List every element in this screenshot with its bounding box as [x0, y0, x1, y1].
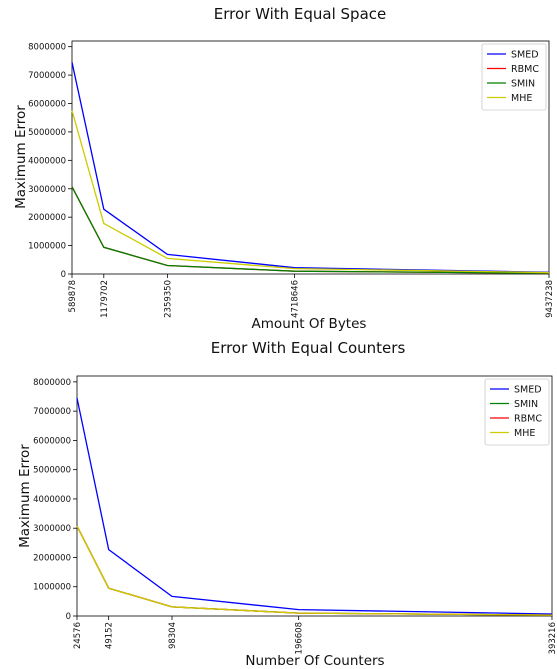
y-tick-label: 4000000 — [28, 156, 66, 166]
legend-label-smed: SMED — [511, 50, 539, 61]
legend-label-mhe: MHE — [511, 93, 532, 104]
chart-2-y-axis: 0 1000000 2000000 3000000 4000000 5000000 6000… — [33, 378, 77, 622]
y-tick-label: 8000000 — [28, 43, 66, 53]
y-tick-label: 4000000 — [33, 495, 71, 505]
chart-2: Error With Equal Counters Number Of Coun… — [17, 339, 557, 669]
x-tick-label: 9437238 — [545, 280, 555, 318]
chart-1-plot-frame — [71, 40, 550, 275]
series-line-smed — [76, 397, 553, 615]
legend-label-rbmc: RBMC — [514, 414, 542, 425]
x-tick-label: 24576 — [73, 622, 83, 649]
y-tick-label: 0 — [61, 270, 66, 280]
y-tick-label: 6000000 — [33, 436, 71, 446]
y-tick-label: 5000000 — [28, 128, 66, 138]
x-tick-label: 4718646 — [291, 280, 301, 318]
y-tick-label: 3000000 — [33, 524, 71, 534]
y-tick-label: 1000000 — [28, 242, 66, 252]
chart-1-title: Error With Equal Space — [214, 5, 387, 23]
chart-1-y-axis: 0 1000000 2000000 3000000 4000000 5000000 6000… — [28, 43, 72, 280]
y-tick-label: 0 — [66, 612, 71, 622]
chart-1: Error With Equal Space Amount Of Bytes M… — [13, 5, 555, 332]
chart-1-legend: SMED RBMC SMIN MHE — [481, 43, 547, 111]
legend-box — [481, 43, 547, 111]
legend-label-mhe: MHE — [514, 428, 535, 439]
x-tick-label: 1179702 — [100, 280, 110, 318]
x-tick-label: 196608 — [295, 622, 305, 654]
legend-label-smed: SMED — [514, 385, 542, 396]
chart-2-legend: SMED SMIN RBMC MHE — [484, 378, 550, 446]
chart-2-x-axis-label: Number Of Counters — [245, 653, 384, 669]
y-tick-label: 1000000 — [33, 583, 71, 593]
x-tick-label: 2359350 — [163, 280, 173, 318]
legend-box — [484, 378, 550, 446]
chart-1-y-axis-label: Maximum Error — [13, 105, 29, 209]
y-tick-label: 2000000 — [33, 553, 71, 563]
y-tick-label: 5000000 — [33, 466, 71, 476]
y-tick-label: 7000000 — [33, 407, 71, 417]
y-tick-label: 7000000 — [28, 71, 66, 81]
series-line-smin — [71, 186, 550, 274]
y-tick-label: 2000000 — [28, 213, 66, 223]
x-tick-label: 589878 — [68, 280, 78, 312]
chart-1-x-axis-label: Amount Of Bytes — [252, 316, 367, 332]
chart-1-series — [71, 62, 550, 274]
chart-2-title: Error With Equal Counters — [211, 339, 406, 357]
x-tick-label: 49152 — [105, 622, 115, 649]
series-line-rbmc — [76, 525, 553, 616]
series-line-smed — [71, 62, 550, 273]
chart-1-x-axis: 589878 1179702 2359350 4718646 9437238 — [68, 274, 555, 318]
y-tick-label: 3000000 — [28, 185, 66, 195]
x-tick-label: 98304 — [168, 622, 178, 649]
chart-2-y-axis-label: Maximum Error — [17, 444, 33, 548]
series-line-smin — [76, 525, 553, 616]
series-line-rbmc — [71, 186, 550, 274]
series-line-mhe — [76, 525, 553, 616]
chart-2-x-axis: 24576 49152 98304 196608 393216 — [73, 616, 557, 654]
series-line-mhe — [71, 110, 550, 274]
x-tick-label: 393216 — [548, 622, 557, 654]
legend-label-smin: SMIN — [511, 79, 535, 90]
chart-2-series — [76, 397, 553, 616]
y-tick-label: 8000000 — [33, 378, 71, 388]
legend-label-rbmc: RBMC — [511, 64, 539, 75]
y-tick-label: 6000000 — [28, 100, 66, 110]
legend-label-smin: SMIN — [514, 399, 538, 410]
chart-2-plot-frame — [76, 375, 553, 617]
